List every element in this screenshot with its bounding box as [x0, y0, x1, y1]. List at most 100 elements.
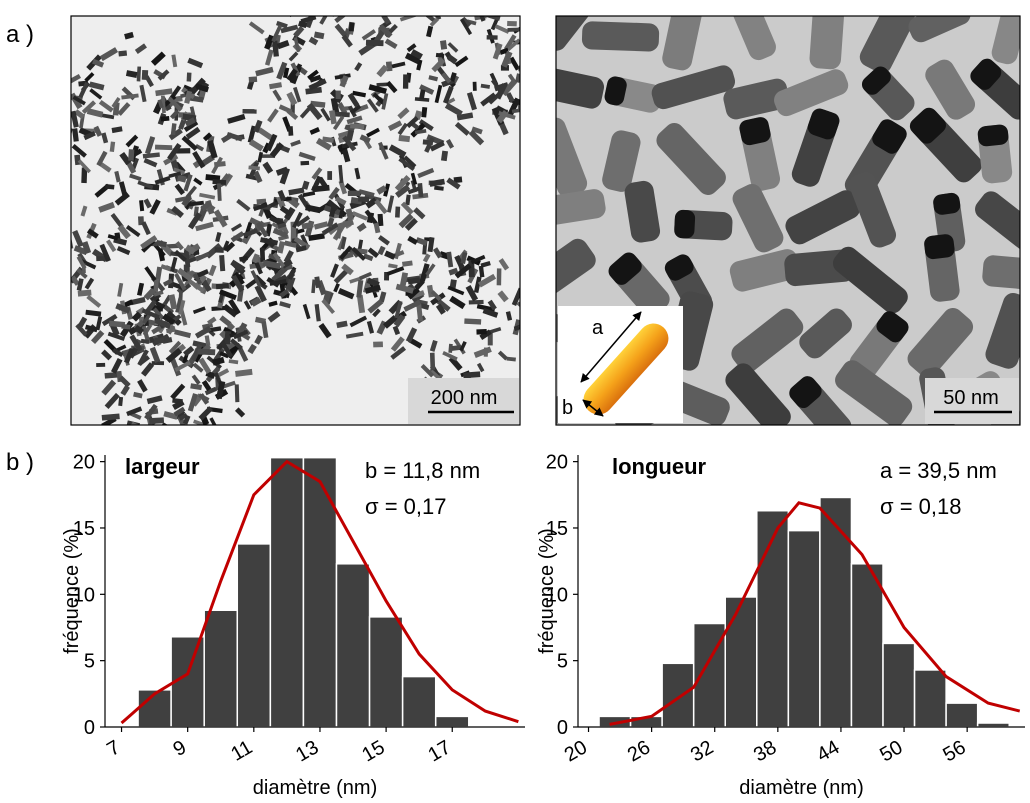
nanorod	[338, 206, 345, 219]
nanorod	[49, 247, 62, 262]
nanorod	[298, 0, 309, 1]
nanorod	[414, 97, 430, 102]
nanorod	[194, 83, 209, 93]
nanorod	[192, 362, 204, 373]
nanorod	[116, 245, 131, 256]
x-tick-label: 44	[813, 736, 843, 766]
nanorod	[129, 334, 143, 352]
nanorod	[511, 287, 520, 306]
nanorod-dark-end	[807, 108, 840, 140]
nanorod	[300, 16, 317, 24]
nanorod	[95, 316, 103, 331]
nanorod	[356, 222, 367, 232]
nanorod	[365, 197, 378, 209]
nanorod	[366, 212, 375, 224]
nanorod	[118, 396, 124, 407]
nanorod	[421, 106, 428, 118]
bar	[368, 616, 404, 728]
nanorod	[271, 222, 285, 232]
nanorod	[251, 253, 260, 264]
chart-title: largeur	[125, 454, 200, 479]
nanorod	[271, 266, 288, 283]
nanorod	[195, 251, 210, 262]
nanorod	[313, 221, 329, 230]
nanorod	[93, 125, 103, 137]
nanorod	[446, 251, 454, 268]
nanorod	[425, 263, 436, 276]
nanorod	[275, 20, 288, 29]
nanorod	[187, 212, 202, 230]
nanorod	[170, 383, 186, 400]
nanorod	[434, 185, 444, 191]
nanorod	[248, 165, 260, 171]
nanorod	[276, 61, 288, 80]
nanorod	[139, 84, 147, 103]
nanorod	[77, 289, 92, 297]
fit-curve	[120, 459, 519, 725]
nanorod	[334, 196, 347, 206]
nanorod	[395, 206, 401, 218]
y-tick-label: 20	[546, 452, 568, 474]
nanorod	[222, 380, 236, 389]
nanorod	[184, 90, 193, 104]
nanorod	[429, 17, 440, 27]
nanorod	[71, 321, 72, 336]
nanorod	[140, 362, 155, 377]
nanorod	[228, 359, 239, 365]
nanorod	[170, 358, 182, 377]
nanorod	[349, 276, 363, 284]
nanorod	[125, 70, 138, 78]
nanorod	[83, 131, 96, 141]
nanorod	[454, 55, 469, 68]
panel-label: a )	[6, 21, 34, 48]
nanorod	[255, 66, 274, 77]
nanorod	[278, 104, 293, 114]
nanorod	[128, 149, 135, 161]
nanorod	[298, 20, 308, 29]
nanorod	[368, 84, 388, 95]
nanorod	[71, 110, 79, 128]
nanorod	[476, 16, 486, 22]
nanorod	[153, 290, 164, 297]
nanorod	[381, 93, 389, 110]
nanorod	[314, 276, 321, 289]
nanorod	[367, 247, 380, 258]
nanorod	[449, 72, 457, 82]
nanorod	[168, 127, 183, 141]
nanorod	[346, 115, 363, 125]
bar	[302, 456, 338, 728]
nanorod	[352, 90, 367, 98]
nanorod	[215, 283, 230, 290]
nanorod	[183, 120, 199, 133]
nanorod	[157, 69, 170, 81]
nanorod	[90, 330, 105, 345]
nanorod	[430, 369, 441, 380]
nanorod	[115, 344, 127, 353]
nanorod	[729, 249, 800, 292]
image-frame	[555, 15, 1021, 426]
nanorod	[337, 219, 355, 230]
nanorod	[429, 352, 436, 370]
nanorod	[506, 38, 520, 51]
nanorod	[153, 300, 166, 309]
nanorod	[151, 325, 163, 335]
nanorod	[129, 173, 142, 182]
nanorod	[459, 18, 473, 36]
panel-label: b )	[6, 449, 34, 476]
nanorod	[111, 96, 121, 109]
nanorod	[157, 248, 166, 262]
nanorod	[464, 318, 482, 325]
nanorod	[86, 228, 99, 239]
x-tick-label: 7	[103, 736, 124, 761]
nanorod	[339, 75, 349, 88]
nanorod	[374, 199, 388, 215]
nanorod	[465, 285, 479, 302]
nanorod	[234, 407, 246, 418]
nanorod	[150, 51, 166, 66]
nanorod	[86, 294, 102, 308]
nanorod	[263, 237, 276, 248]
nanorod	[315, 137, 332, 151]
nanorod	[194, 325, 212, 339]
nanorod	[216, 380, 226, 400]
nanorod	[536, 71, 546, 84]
